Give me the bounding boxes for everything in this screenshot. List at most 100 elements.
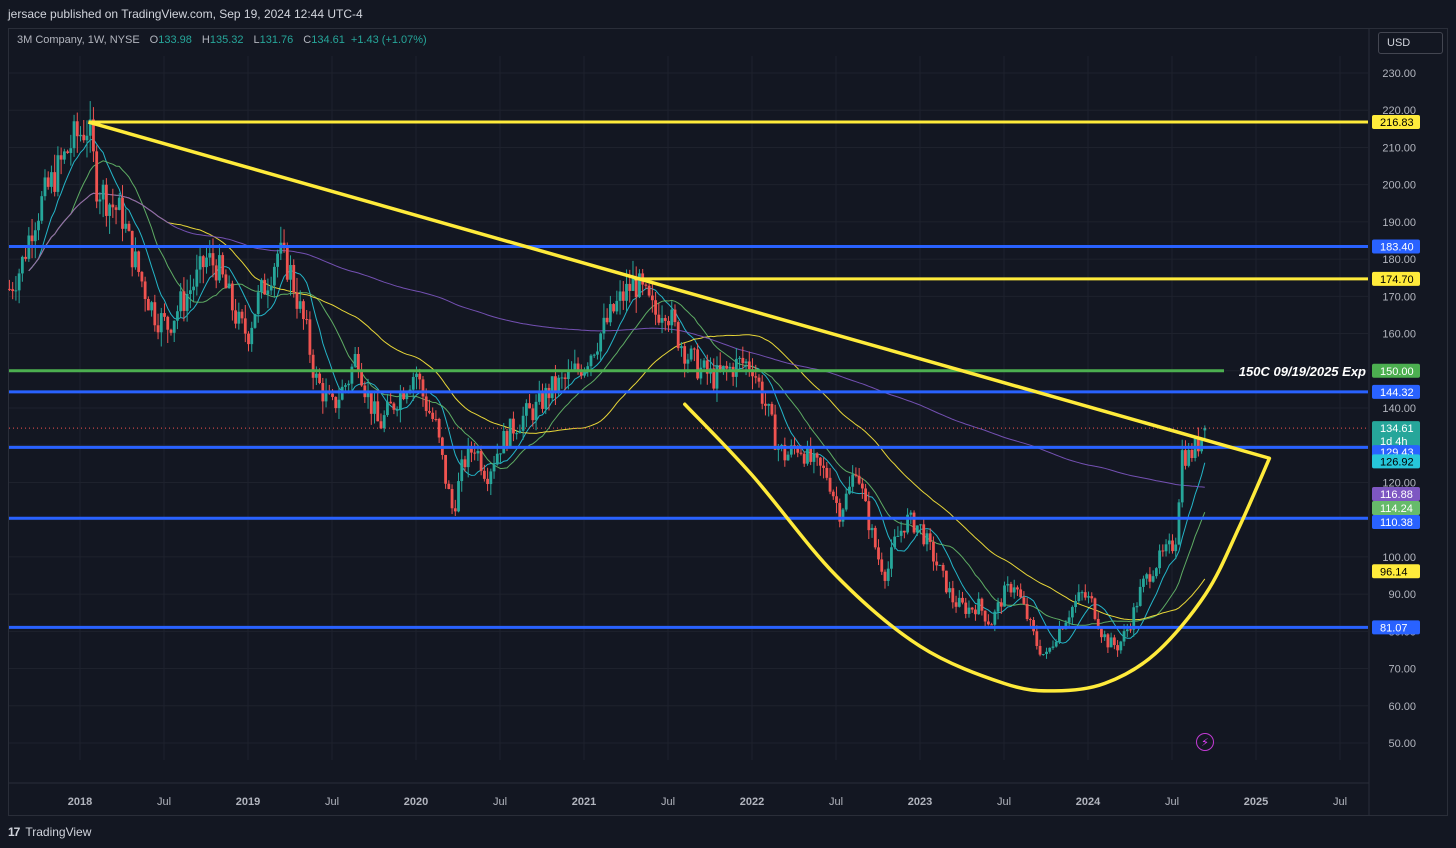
candle-body (75, 121, 79, 137)
price-badge-bg (1372, 115, 1420, 130)
candle-body (156, 325, 160, 333)
open-label: O (149, 34, 159, 46)
candle-body (663, 318, 667, 321)
candle-body (576, 363, 580, 370)
candle-body (72, 121, 76, 149)
currency-button[interactable]: USD (1378, 32, 1443, 54)
candle-body (369, 391, 373, 414)
candle (40, 191, 44, 224)
candle (673, 304, 677, 327)
candle-body (437, 418, 441, 438)
candle-body (1132, 607, 1136, 630)
y-tick-label: 100.00 (1382, 552, 1416, 564)
candle-body (379, 421, 383, 429)
candle (944, 570, 948, 594)
candle-body (909, 512, 913, 515)
candle (806, 440, 809, 466)
candle-body (854, 474, 858, 476)
candle (447, 480, 451, 490)
candle-body (1045, 651, 1048, 655)
candle-body (470, 446, 473, 453)
x-tick-label: Jul (661, 796, 675, 808)
candle-body (521, 415, 525, 431)
candle (62, 148, 66, 164)
candle-body (482, 470, 486, 479)
candle (250, 321, 254, 352)
candle-body (738, 357, 741, 359)
candle-body (999, 602, 1003, 607)
candle-body (806, 445, 809, 464)
candle (1132, 602, 1136, 637)
candle-body (1080, 592, 1084, 594)
level-badge-216.83: 216.83 (1372, 115, 1420, 130)
candle-body (702, 360, 706, 368)
candle-body (725, 365, 729, 369)
candle-body (618, 291, 622, 301)
candle (114, 205, 118, 225)
y-tick-label: 90.00 (1388, 589, 1416, 601)
price-badge-bg (1372, 384, 1420, 399)
candle-body (508, 418, 512, 448)
candle (573, 349, 577, 372)
candle (854, 467, 858, 478)
candle (773, 404, 777, 451)
candle-body (198, 256, 202, 270)
candle-body (1051, 646, 1055, 648)
lightning-icon[interactable]: ⚡ (1196, 733, 1214, 751)
candle (1025, 597, 1029, 622)
candle (734, 347, 738, 388)
published-header: jersace published on TradingView.com, Se… (0, 0, 1456, 28)
candle (783, 437, 787, 467)
candle (302, 299, 305, 330)
candle (764, 391, 767, 416)
candle (851, 465, 855, 494)
candle (169, 328, 173, 336)
candle (1180, 439, 1184, 508)
candle-body (111, 204, 115, 208)
candle (253, 313, 257, 329)
candle-body (30, 235, 34, 242)
candle (444, 454, 447, 489)
candle (1074, 594, 1077, 613)
candle-body (634, 276, 638, 298)
candle-body (612, 304, 615, 312)
price-badge-text: 114.24 (1380, 503, 1413, 515)
candle (340, 379, 344, 401)
candle-body (127, 223, 131, 231)
candle-body (650, 295, 654, 301)
candle (1093, 597, 1097, 621)
candle-body (880, 559, 884, 572)
candle-body (450, 489, 454, 509)
x-tick-label: Jul (157, 796, 171, 808)
candle-body (159, 313, 163, 333)
candle (121, 185, 124, 242)
candle (470, 441, 473, 463)
level-annotation: 150C 09/19/2025 Exp (1239, 364, 1366, 379)
candle (534, 394, 538, 431)
candle-body (818, 457, 822, 466)
candle (1138, 579, 1142, 607)
candle (279, 226, 283, 261)
candle (508, 418, 512, 448)
candle (1003, 581, 1006, 607)
candle-body (163, 313, 166, 317)
candle (17, 268, 21, 304)
candle-body (347, 383, 351, 386)
candle (786, 451, 790, 461)
candle (117, 192, 121, 211)
candle-body (1019, 589, 1023, 598)
candle (75, 112, 79, 153)
candle-body (667, 320, 670, 326)
candle (1112, 634, 1116, 650)
candle (835, 486, 838, 514)
candle (592, 353, 596, 358)
candle-body (386, 401, 389, 416)
candle (492, 456, 496, 479)
candle-body (890, 547, 893, 569)
candle (583, 367, 586, 378)
candle-body (608, 304, 612, 323)
candle (899, 521, 903, 543)
candle-body (715, 365, 719, 389)
